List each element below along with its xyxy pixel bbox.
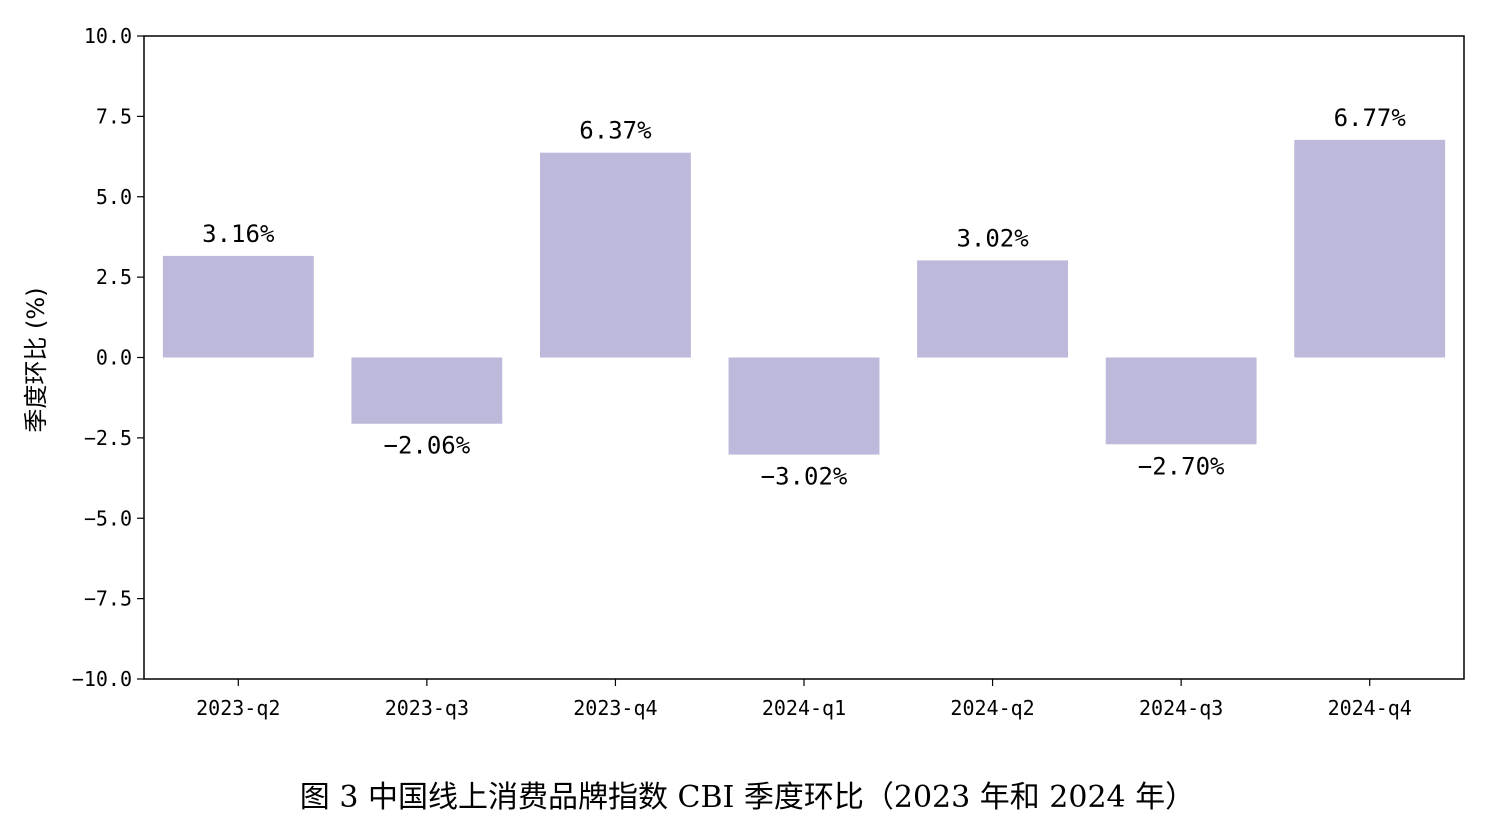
y-tick-label: −10.0 xyxy=(72,667,132,691)
x-ticks-group: 2023-q2 2023-q3 2023-q4 2024-q1 2024-q2 2024-… xyxy=(196,679,1412,720)
y-tick-label: 5.0 xyxy=(96,185,132,209)
figure-caption: 图 3 中国线上消费品牌指数 CBI 季度环比（2023 年和 2024 年） xyxy=(299,780,1196,815)
data-label: −3.02% xyxy=(761,463,848,491)
bar xyxy=(1294,139,1446,358)
y-tick-label: −2.5 xyxy=(84,426,132,450)
bar xyxy=(728,357,880,455)
bar xyxy=(1105,357,1257,445)
y-tick-label: 2.5 xyxy=(96,265,132,289)
bar xyxy=(540,152,691,358)
data-label: −2.70% xyxy=(1138,452,1225,480)
y-tick-label: −7.5 xyxy=(84,587,132,611)
y-ticks-group: 10.0 7.5 5.0 2.5 0.0 −2.5 −5.0 −7.5 −10.0 xyxy=(72,24,144,691)
bar xyxy=(917,260,1068,358)
bar xyxy=(351,357,503,424)
data-label: −2.06% xyxy=(384,432,471,460)
bar xyxy=(162,255,314,358)
data-label: 3.16% xyxy=(202,220,275,248)
x-tick-label: 2023-q2 xyxy=(196,696,280,720)
data-label: 6.37% xyxy=(579,117,652,145)
x-tick-label: 2023-q4 xyxy=(573,696,657,720)
data-label: 6.77% xyxy=(1334,104,1407,132)
x-tick-label: 2024-q2 xyxy=(950,696,1034,720)
bars-group xyxy=(162,139,1446,455)
y-tick-label: 10.0 xyxy=(84,24,132,48)
y-tick-label: −5.0 xyxy=(84,506,132,530)
x-tick-label: 2024-q3 xyxy=(1139,696,1223,720)
plot-frame xyxy=(143,35,1465,680)
y-axis-label: 季度环比 (%) xyxy=(22,287,50,432)
x-tick-label: 2024-q1 xyxy=(762,696,846,720)
x-tick-label: 2023-q3 xyxy=(385,696,469,720)
y-tick-label: 0.0 xyxy=(96,346,132,370)
x-tick-label: 2024-q4 xyxy=(1328,696,1412,720)
y-tick-label: 7.5 xyxy=(96,104,132,128)
data-labels-group: 3.16% −2.06% 6.37% −3.02% 3.02% −2.70% 6.77% xyxy=(202,104,1406,491)
data-label: 3.02% xyxy=(956,224,1029,252)
bar-chart: 季度环比 (%) 10.0 7.5 5.0 2.5 0.0 −2.5 −5.0 −7.5 −10… xyxy=(22,24,1465,720)
